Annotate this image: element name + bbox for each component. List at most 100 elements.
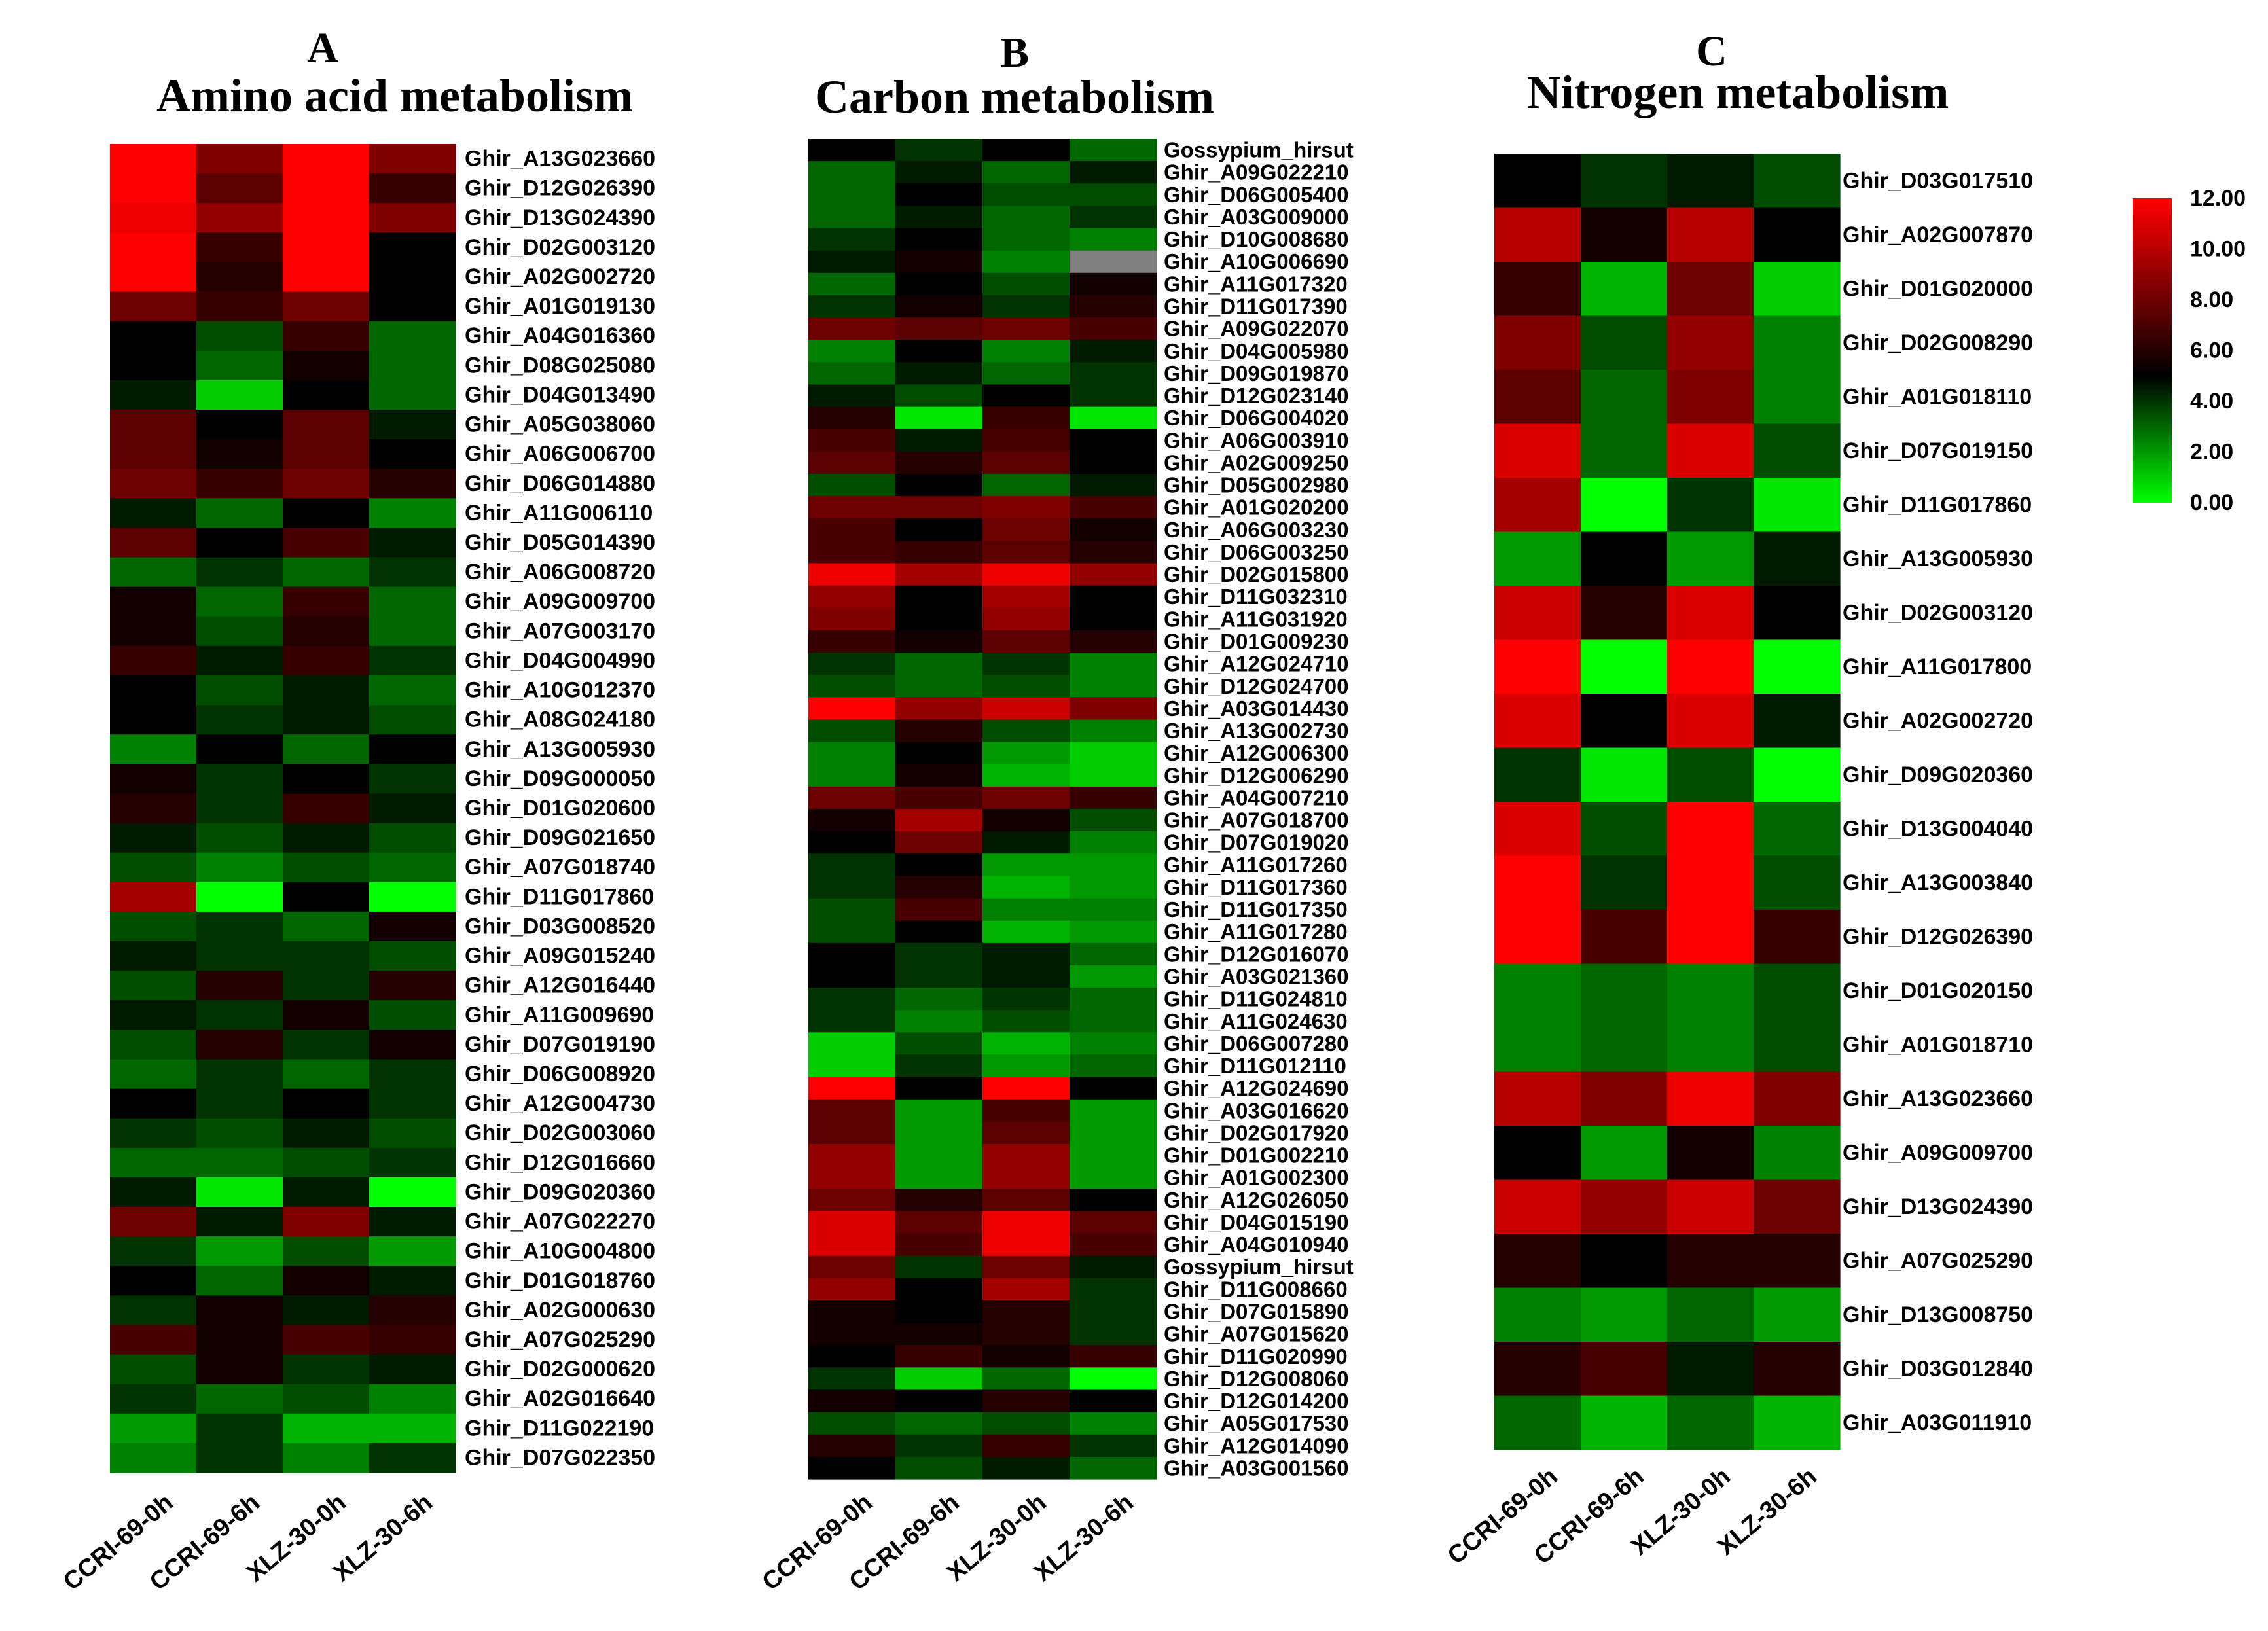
heatmap-cell (808, 161, 896, 184)
row-label: Ghir_D09G019870 (1164, 361, 1349, 385)
heatmap-cell (1070, 161, 1157, 184)
heatmap-cell (283, 645, 370, 676)
heatmap-cell (1667, 802, 1754, 857)
heatmap-cell (196, 498, 283, 529)
heatmap-cell (808, 1255, 896, 1279)
heatmap-cell (895, 451, 983, 475)
heatmap-cell (196, 971, 283, 1001)
row-label: Ghir_A11G031920 (1164, 607, 1348, 631)
row-label: Ghir_D05G014390 (465, 530, 655, 555)
heatmap-cell (1494, 747, 1581, 802)
heatmap-cell (1494, 207, 1581, 262)
heatmap-cell (1494, 478, 1581, 533)
row-label: Ghir_D12G016660 (465, 1150, 655, 1175)
heatmap-cell (283, 1413, 370, 1444)
row-label: Ghir_D11G017860 (1843, 492, 2032, 517)
heatmap-cell (1070, 1211, 1157, 1234)
heatmap-cell (196, 380, 283, 410)
heatmap-cell (196, 1177, 283, 1208)
heatmap-cell (895, 496, 983, 519)
heatmap-cell (196, 911, 283, 942)
heatmap-cell (283, 764, 370, 795)
row-label: Gossypium_hirsut (1164, 138, 1354, 162)
heatmap-cell (1070, 250, 1157, 274)
heatmap-cell (1494, 910, 1581, 965)
row-label: Ghir_A02G002720 (1843, 708, 2033, 733)
row-label: Ghir_D04G013490 (465, 382, 655, 407)
heatmap-cell (1070, 295, 1157, 318)
heatmap-cell (283, 1207, 370, 1237)
row-label: Ghir_A11G006110 (465, 501, 653, 526)
heatmap-cell (369, 793, 456, 824)
row-label: Ghir_D07G019150 (1843, 439, 2033, 463)
heatmap-cell (283, 734, 370, 764)
heatmap-cell (895, 1010, 983, 1033)
heatmap-cell (369, 1000, 456, 1030)
heatmap-cell (982, 786, 1070, 810)
heatmap-cell (808, 563, 896, 586)
heatmap-cell (895, 719, 983, 743)
heatmap-cell (283, 1295, 370, 1326)
heatmap-cell (1667, 370, 1754, 425)
heatmap-cell (982, 764, 1070, 787)
heatmap-cell (1070, 585, 1157, 609)
row-label: Ghir_A11G017320 (1164, 272, 1348, 296)
heatmap-cell (808, 1345, 896, 1368)
heatmap-cell (895, 161, 983, 184)
heatmap-cell (1581, 1126, 1668, 1181)
heatmap-cell (895, 1434, 983, 1458)
heatmap-cell (196, 1207, 283, 1237)
heatmap-cell (1494, 802, 1581, 857)
heatmap-cell (1070, 362, 1157, 385)
heatmap-cell (982, 1300, 1070, 1323)
row-label: Ghir_A13G005930 (465, 737, 655, 762)
heatmap-cell (808, 429, 896, 452)
row-label: Ghir_D11G017860 (465, 884, 654, 909)
heatmap-cell (283, 144, 370, 174)
heatmap-cell (895, 831, 983, 854)
heatmap-cell (369, 645, 456, 676)
heatmap-cell (808, 1166, 896, 1189)
heatmap-cell (982, 607, 1070, 631)
heatmap-cell (1667, 1287, 1754, 1342)
heatmap-cell (196, 1118, 283, 1149)
heatmap-cell (283, 262, 370, 293)
heatmap-cell (110, 1443, 197, 1473)
heatmap-cell (283, 823, 370, 853)
heatmap-cell (1070, 1434, 1157, 1458)
heatmap-cell (808, 965, 896, 988)
panel-b-cells (808, 139, 1157, 1480)
heatmap-cell (1070, 1345, 1157, 1368)
heatmap-cell (1070, 786, 1157, 810)
heatmap-cell (1667, 154, 1754, 209)
heatmap-cell (196, 528, 283, 558)
heatmap-cell (895, 653, 983, 675)
heatmap-cell (369, 1413, 456, 1444)
heatmap-cell (982, 362, 1070, 385)
heatmap-cell (1667, 1071, 1754, 1126)
heatmap-cell (369, 291, 456, 322)
row-label: Ghir_A02G000630 (465, 1298, 655, 1323)
row-label: Ghir_A06G008720 (465, 560, 655, 584)
heatmap-cell (982, 541, 1070, 564)
heatmap-cell (895, 1077, 983, 1100)
heatmap-cell (1070, 675, 1157, 698)
heatmap-cell (808, 630, 896, 653)
row-label: Ghir_A12G024710 (1164, 652, 1349, 676)
heatmap-cell (982, 942, 1070, 966)
heatmap-cell (1581, 855, 1668, 910)
row-label: Ghir_A13G003840 (1843, 870, 2033, 895)
heatmap-cell (110, 1147, 197, 1178)
row-label: Ghir_A05G038060 (465, 412, 655, 437)
row-label: Ghir_A07G018740 (465, 855, 655, 880)
heatmap-cell (110, 793, 197, 824)
row-label: Ghir_D12G014200 (1164, 1389, 1349, 1413)
heatmap-cell (196, 1443, 283, 1473)
heatmap-cell (808, 496, 896, 519)
heatmap-cell (1070, 384, 1157, 408)
heatmap-cell (1754, 370, 1841, 425)
heatmap-cell (283, 1177, 370, 1208)
heatmap-cell (982, 429, 1070, 452)
heatmap-cell (808, 340, 896, 363)
